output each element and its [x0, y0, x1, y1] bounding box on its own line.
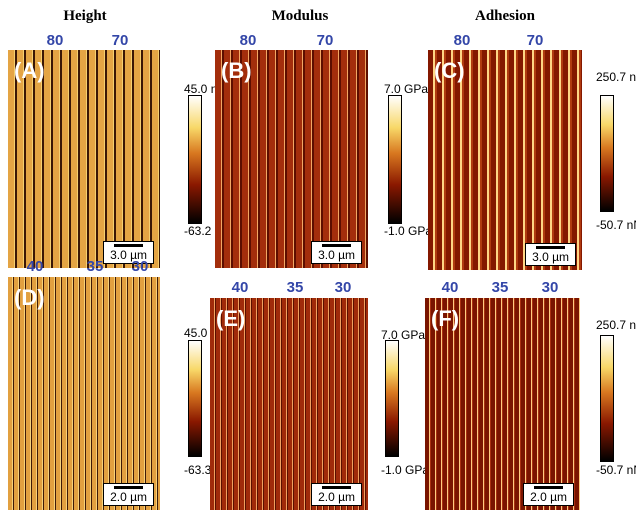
panel-label: (C) — [434, 58, 465, 84]
afm-image: (D) 2.0 µm — [8, 277, 160, 510]
colorbar — [600, 95, 614, 212]
colorbar-min: -1.0 GPa — [381, 463, 429, 477]
column-number: 30 — [335, 279, 352, 296]
column-number: 70 — [112, 32, 129, 49]
colorbar-max: 7.0 GPa — [384, 82, 428, 96]
colorbar — [188, 95, 202, 224]
scale-line — [322, 486, 351, 489]
scale-bar: 3.0 µm — [311, 241, 362, 264]
column-header: Adhesion — [475, 8, 535, 25]
scale-line — [536, 246, 565, 249]
scale-line — [114, 244, 143, 247]
colorbar-max: 7.0 GPa — [381, 328, 425, 342]
column-number: 35 — [492, 279, 509, 296]
colorbar — [188, 340, 202, 457]
column-number: 70 — [317, 32, 334, 49]
afm-image: (C) 3.0 µm — [428, 50, 582, 270]
colorbar — [600, 335, 614, 462]
colorbar-min: -1.0 GPa — [384, 224, 432, 238]
column-number: 40 — [232, 279, 249, 296]
column-number: 35 — [87, 258, 104, 275]
scale-bar: 2.0 µm — [523, 483, 574, 506]
figure: HeightModulusAdhesion8070(A)3.0 µm45.0 n… — [0, 0, 636, 517]
column-header: Height — [63, 8, 106, 25]
scale-bar: 2.0 µm — [103, 483, 154, 506]
scale-line — [322, 244, 351, 247]
scale-text: 2.0 µm — [318, 490, 355, 504]
colorbar-min: -50.7 nN — [596, 463, 636, 477]
column-number: 70 — [527, 32, 544, 49]
scale-bar: 3.0 µm — [525, 243, 576, 266]
scale-text: 3.0 µm — [318, 248, 355, 262]
column-number: 30 — [132, 258, 149, 275]
scale-text: 2.0 µm — [530, 490, 567, 504]
scale-bar: 2.0 µm — [311, 483, 362, 506]
colorbar-max: 250.7 nN — [596, 318, 636, 332]
panel-label: (E) — [216, 306, 245, 332]
column-number: 40 — [442, 279, 459, 296]
column-header: Modulus — [272, 8, 329, 25]
column-number: 80 — [47, 32, 64, 49]
colorbar-min: -50.7 nN — [596, 218, 636, 232]
colorbar — [385, 340, 399, 457]
scale-text: 3.0 µm — [532, 250, 569, 264]
panel-label: (B) — [221, 58, 252, 84]
colorbar — [388, 95, 402, 224]
scale-text: 2.0 µm — [110, 490, 147, 504]
panel-label: (F) — [431, 306, 459, 332]
panel-label: (A) — [14, 58, 45, 84]
scale-line — [114, 486, 143, 489]
panel-label: (D) — [14, 285, 45, 311]
afm-image: (B) 3.0 µm — [215, 50, 368, 268]
scale-line — [534, 486, 563, 489]
afm-image: (A)3.0 µm — [8, 50, 160, 268]
column-number: 80 — [240, 32, 257, 49]
column-number: 80 — [454, 32, 471, 49]
afm-image: (E) 2.0 µm — [210, 298, 368, 510]
column-number: 35 — [287, 279, 304, 296]
afm-image: (F) 2.0 µm — [425, 298, 580, 510]
colorbar-max: 250.7 nN — [596, 70, 636, 84]
column-number: 30 — [542, 279, 559, 296]
column-number: 40 — [27, 258, 44, 275]
